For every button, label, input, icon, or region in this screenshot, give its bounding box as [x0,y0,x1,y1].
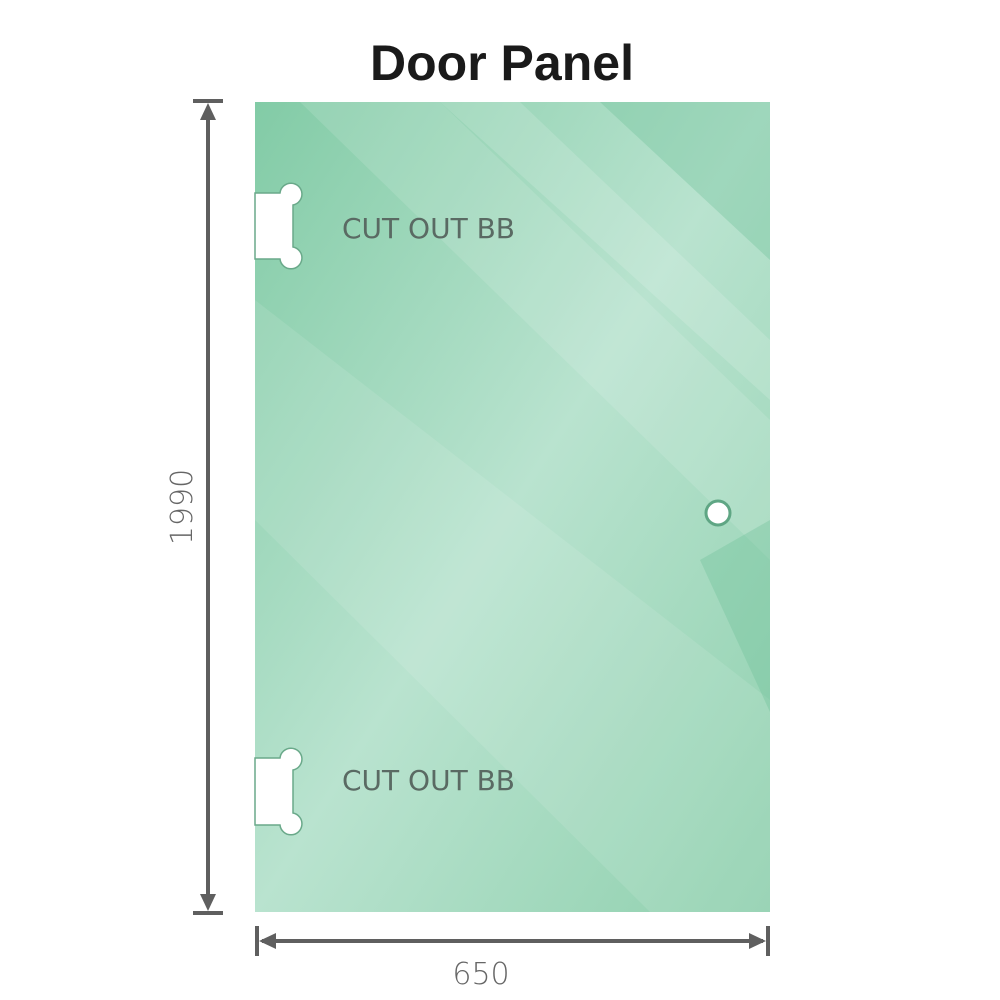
arrow-down-icon [200,894,216,911]
width-dimension [255,926,770,956]
height-label: 1990 [165,469,200,545]
arrow-right-icon [749,933,766,949]
cutout-label-top: CUT OUT BB [342,212,515,245]
page-title: Door Panel [370,35,634,91]
height-dimension [193,99,223,915]
arrow-up-icon [200,103,216,120]
glass-panel [254,102,770,912]
cutout-top [254,182,303,270]
cutout-label-bottom: CUT OUT BB [342,764,515,797]
arrow-left-icon [259,933,276,949]
cutout-bottom [254,747,303,836]
handle-hole [704,499,732,527]
glass-reflections [255,102,770,912]
width-label: 650 [452,957,509,992]
